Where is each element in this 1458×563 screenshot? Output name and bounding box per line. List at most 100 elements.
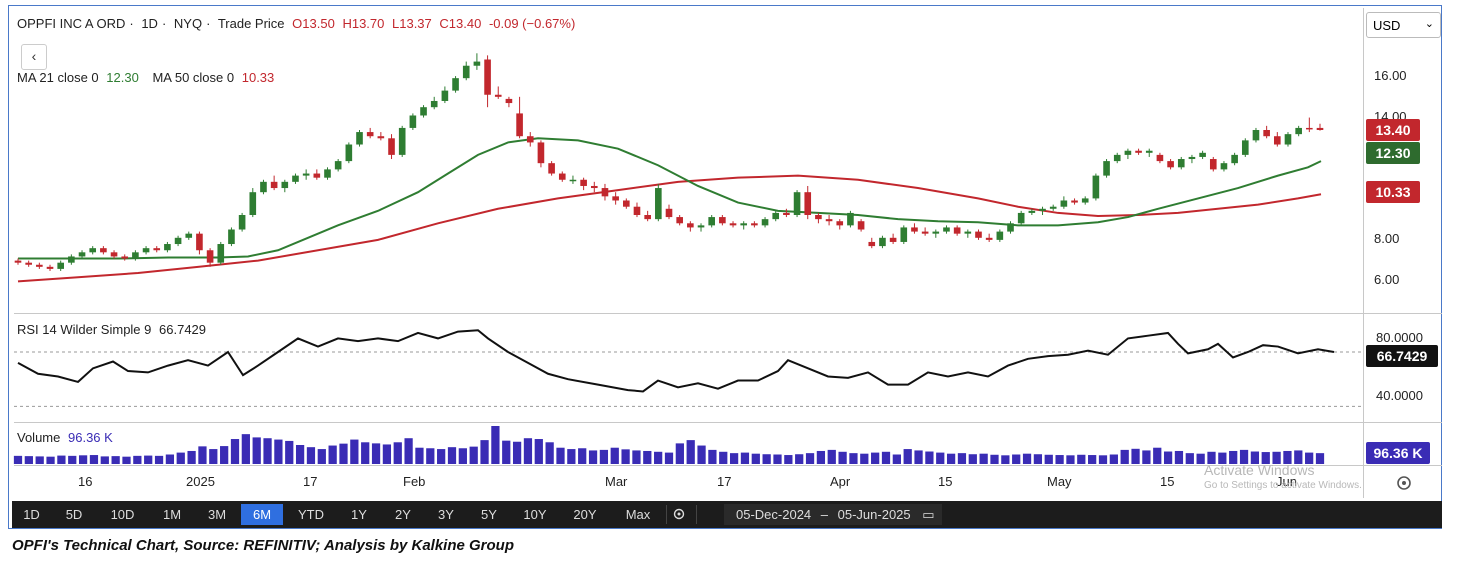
- volume-bar: [816, 450, 826, 464]
- price-tick-16: 16.00: [1374, 68, 1407, 83]
- candle-body: [932, 231, 940, 234]
- range-1d[interactable]: 1D: [23, 507, 40, 522]
- range-3m[interactable]: 3M: [207, 507, 227, 522]
- ma21-label: MA 21 close 0: [17, 70, 99, 85]
- volume-bar: [46, 456, 55, 464]
- range-5y[interactable]: 5Y: [481, 507, 497, 522]
- x-tick-label: Mar: [605, 474, 628, 489]
- ma50-line: [17, 174, 1322, 283]
- volume-bar: [1218, 452, 1227, 464]
- volume-bar: [491, 426, 500, 464]
- collapse-legend-button[interactable]: ‹: [21, 44, 47, 70]
- candle-body: [100, 248, 107, 253]
- close-value: C13.40: [439, 16, 482, 31]
- candle-body: [68, 256, 75, 263]
- volume-bar: [285, 440, 294, 464]
- range-20y[interactable]: 20Y: [573, 507, 597, 522]
- volume-bar: [1033, 454, 1043, 464]
- volume-bar: [480, 440, 489, 464]
- candle-body: [975, 231, 982, 238]
- candle-body: [1188, 156, 1196, 160]
- candle-body: [313, 173, 321, 178]
- calendar-icon: ▭: [922, 507, 935, 522]
- candle-body: [1049, 206, 1057, 209]
- figure-caption: OPFI's Technical Chart, Source: REFINITI…: [12, 537, 515, 554]
- range-10y[interactable]: 10Y: [523, 507, 547, 522]
- candle-body: [1135, 150, 1142, 153]
- volume-bar: [1055, 455, 1064, 464]
- candle-body: [548, 163, 555, 174]
- volume-bar: [1294, 450, 1303, 464]
- range-1y[interactable]: 1Y: [351, 507, 367, 522]
- candle-body: [655, 188, 662, 220]
- candle-body: [580, 179, 587, 186]
- candle-body: [441, 90, 449, 101]
- volume-bar: [686, 440, 695, 464]
- candle-body: [1071, 200, 1078, 203]
- rsi-legend-value: 66.7429: [159, 322, 207, 337]
- volume-bar: [610, 447, 619, 464]
- candle-body: [473, 61, 481, 66]
- range-1m[interactable]: 1M: [162, 507, 182, 522]
- x-tick-label: Jun: [1276, 474, 1297, 489]
- x-tick-label: Feb: [403, 474, 426, 489]
- candle-body: [1274, 136, 1281, 145]
- date-range-picker[interactable]: 05-Dec-2024 – 05-Jun-2025 ▭: [724, 504, 942, 525]
- candle-body: [430, 100, 438, 108]
- range-ytd[interactable]: YTD: [298, 507, 324, 522]
- candle-body: [238, 215, 246, 230]
- volume-bar: [133, 455, 142, 464]
- candle-body: [462, 65, 470, 79]
- range-3y[interactable]: 3Y: [438, 507, 454, 522]
- x-tick-label: May: [1047, 474, 1072, 489]
- rsi-value-tag: 66.7429: [1366, 345, 1438, 367]
- currency-select[interactable]: USD ⌄: [1366, 12, 1441, 38]
- candle-body: [110, 252, 118, 257]
- activate-windows-watermark: Activate Windows Go to Settings to activ…: [1204, 462, 1362, 491]
- candle-body: [633, 206, 641, 215]
- range-5d[interactable]: 5D: [65, 507, 83, 522]
- candle-body: [537, 142, 545, 164]
- volume-bar: [165, 454, 175, 464]
- candle-body: [612, 196, 619, 201]
- chevron-left-icon: ‹: [31, 48, 37, 64]
- volume-axis-divider: [14, 465, 1442, 466]
- toolbar-separator: [696, 505, 697, 524]
- candle-body: [772, 212, 780, 220]
- candle-body: [57, 262, 64, 269]
- range-2y[interactable]: 2Y: [395, 507, 411, 522]
- candle-body: [676, 217, 683, 224]
- volume-bar: [209, 449, 218, 464]
- volume-bar: [664, 452, 674, 464]
- range-max[interactable]: Max: [625, 507, 651, 522]
- volume-bar: [1001, 455, 1010, 464]
- volume-bar: [957, 453, 967, 464]
- chart-header: OPPFI INC A ORD · 1D · NYQ · Trade Price O1…: [17, 16, 579, 31]
- price-tick-8: 8.00: [1374, 231, 1400, 246]
- x-tick-label: Apr: [830, 474, 851, 489]
- volume-bar: [274, 439, 283, 464]
- range-toolbar: 1D 5D 10D 1M 3M 6M YTD 1Y 2Y 3Y 5Y 10Y 2…: [12, 501, 1442, 528]
- x-tick-label: 2025: [186, 474, 215, 489]
- volume-bar: [502, 440, 511, 464]
- candle-body: [292, 175, 299, 182]
- price-rsi-divider: [14, 313, 1442, 314]
- volume-bar: [567, 449, 576, 464]
- chart-settings-button[interactable]: [1394, 473, 1414, 493]
- candle-body: [1092, 175, 1100, 199]
- toolbar-separator: [666, 505, 667, 524]
- range-6m[interactable]: 6M: [241, 504, 283, 525]
- volume-bar: [578, 448, 587, 464]
- candle-body: [270, 181, 278, 189]
- volume-bar: [1142, 450, 1151, 464]
- volume-bar: [729, 453, 739, 464]
- candle-body: [900, 227, 908, 242]
- volume-bar: [144, 455, 153, 464]
- volume-bar: [404, 438, 413, 464]
- range-settings-button[interactable]: [668, 504, 690, 525]
- candle-body: [1007, 223, 1014, 232]
- volume-bar: [925, 451, 934, 464]
- volume-bar: [762, 454, 771, 464]
- range-10d[interactable]: 10D: [110, 507, 135, 522]
- last-price-tag: 13.40: [1366, 119, 1420, 141]
